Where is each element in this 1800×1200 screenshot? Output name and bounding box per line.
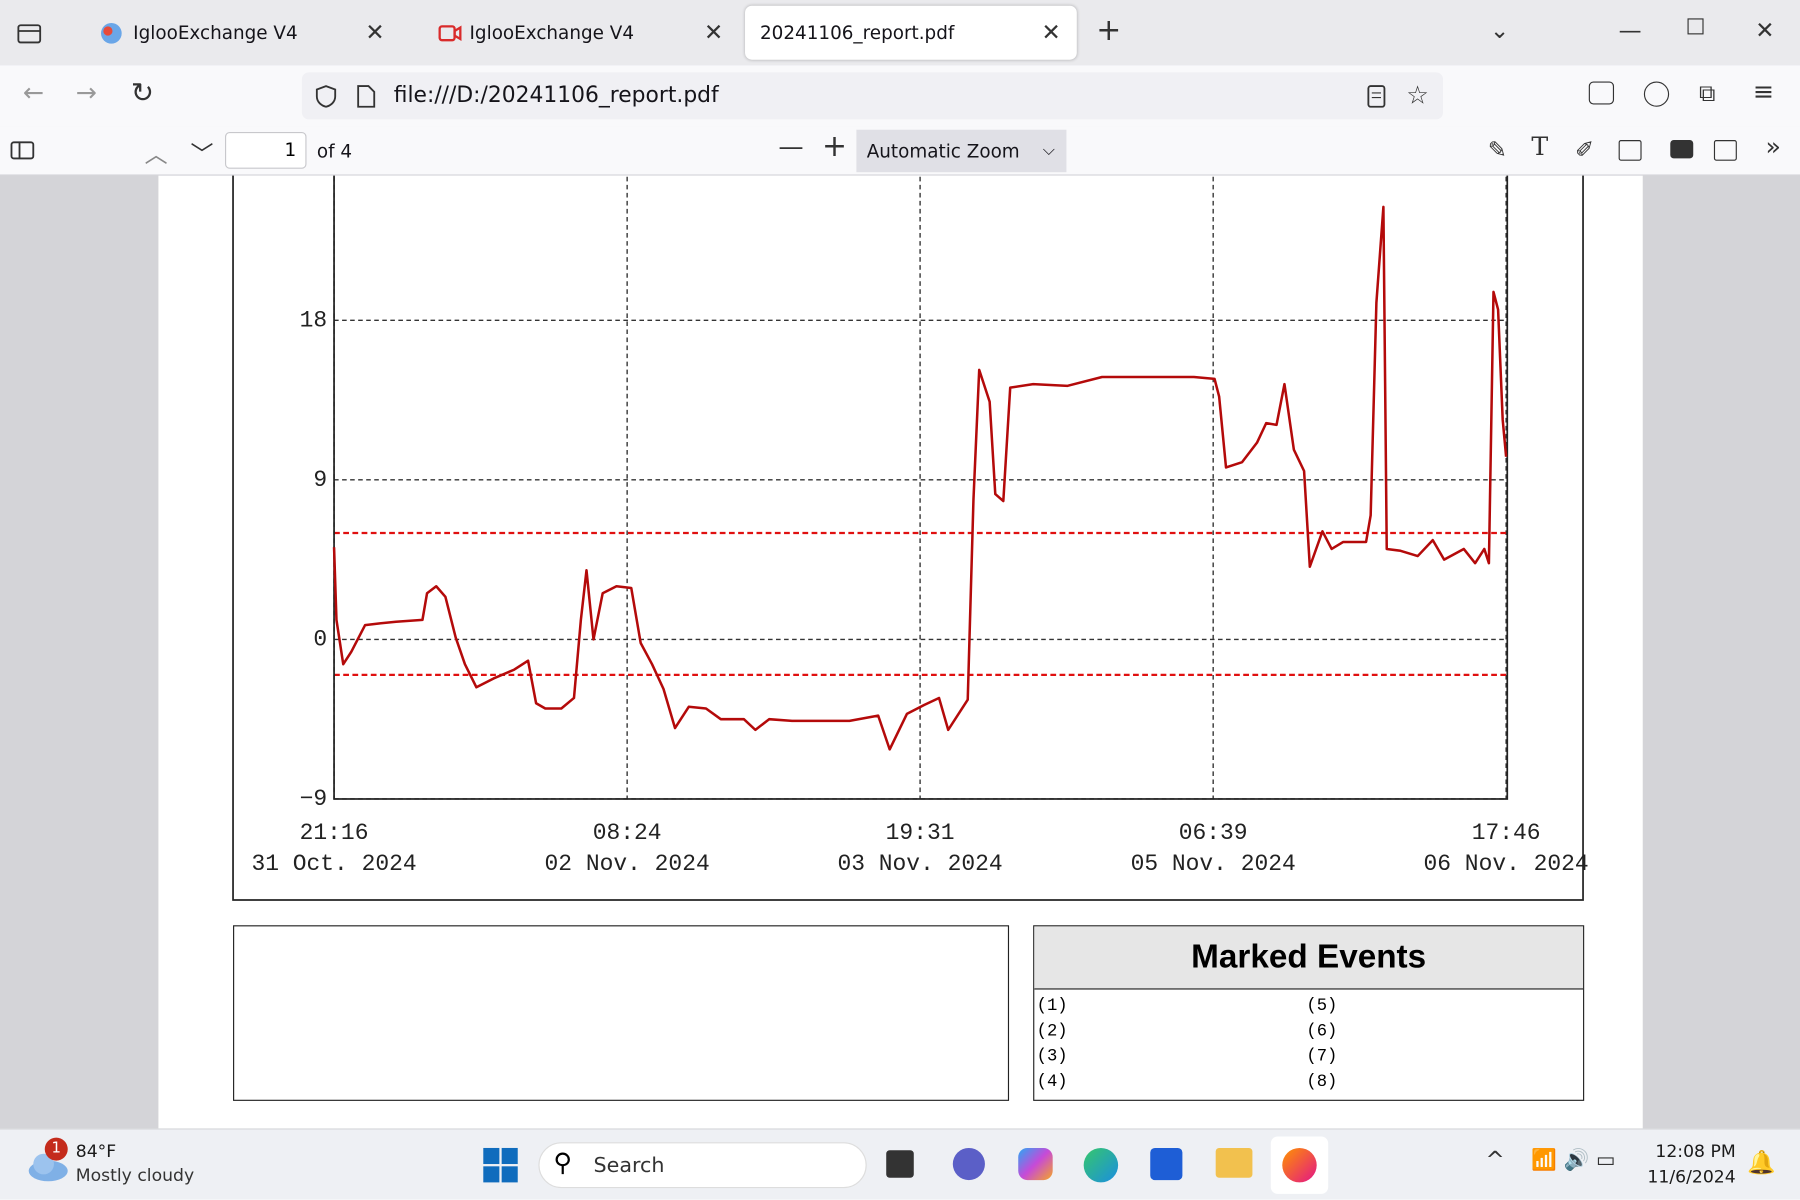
minimize[interactable]: —	[1618, 16, 1642, 44]
tab-close[interactable]: ✕	[365, 18, 385, 46]
account[interactable]	[1643, 81, 1670, 107]
bookmark-star[interactable]: ☆	[1406, 81, 1429, 111]
event-item: (8)	[1306, 1072, 1338, 1092]
highlight-tool[interactable]: ✎	[1487, 135, 1508, 164]
x-tick-date: 03 Nov. 2024	[837, 851, 1002, 877]
file-explorer[interactable]	[1215, 1147, 1253, 1178]
sidebar-toggle[interactable]	[9, 139, 37, 162]
plot-frame	[333, 175, 1509, 800]
zoom-in[interactable]: +	[821, 129, 847, 165]
shield-icon	[315, 85, 337, 108]
tab-title: 20241106_report.pdf	[759, 21, 955, 44]
x-tick-time: 06:39	[1179, 820, 1248, 846]
reload[interactable]: ↻	[130, 76, 154, 110]
file-icon	[357, 85, 376, 108]
back[interactable]: ←	[22, 79, 45, 108]
y-tick-label: 0	[313, 626, 327, 652]
x-tick-time: 21:16	[300, 820, 369, 846]
url-text: file:///D:/20241106_report.pdf	[393, 82, 719, 108]
event-item: (7)	[1306, 1046, 1338, 1067]
tab-icon	[101, 22, 122, 44]
y-tick-label: 18	[300, 307, 328, 333]
next-page[interactable]: ﹀	[190, 140, 214, 168]
y-tick-label: 9	[313, 467, 327, 493]
teams[interactable]	[952, 1147, 985, 1181]
extensions[interactable]: ⧉	[1698, 79, 1716, 107]
firefox-active[interactable]	[1270, 1136, 1329, 1194]
event-item: (2)	[1036, 1021, 1068, 1042]
tab-title: IglooExchange V4	[469, 21, 635, 44]
notes-box	[233, 925, 1010, 1101]
event-item: (5)	[1306, 996, 1338, 1016]
edge[interactable]	[1083, 1147, 1119, 1183]
temperature: 84°F	[75, 1141, 117, 1162]
x-tick-time: 17:46	[1472, 820, 1541, 846]
taskbar: 1 84°F Mostly cloudy ⚲ Search ^ 📶 🔊 ▭ 12…	[0, 1128, 1800, 1200]
start-button[interactable]	[482, 1147, 519, 1184]
x-tick-date: 05 Nov. 2024	[1131, 851, 1296, 877]
tray-overflow[interactable]: ^	[1485, 1145, 1505, 1174]
clock-date: 11/6/2024	[1647, 1166, 1736, 1187]
save[interactable]	[1713, 140, 1737, 161]
chart-frame	[232, 175, 1584, 901]
new-tab[interactable]: +	[1096, 13, 1122, 49]
page-count: of 4	[316, 140, 353, 162]
pdf-toolbar: ︿ ﹀ 1 of 4 — + Automatic Zoom ⌵ ✎ T ✐ »	[0, 126, 1800, 176]
zoom-select[interactable]: Automatic Zoom ⌵	[856, 129, 1067, 173]
draw-tool[interactable]: ✐	[1574, 135, 1595, 164]
notifications[interactable]: 🔔	[1747, 1147, 1776, 1176]
event-item: (4)	[1036, 1072, 1068, 1092]
restore[interactable]	[1687, 18, 1704, 35]
y-tick-label: −9	[300, 786, 328, 812]
tab[interactable]: IglooExchange V4 ✕	[69, 6, 401, 60]
x-tick-date: 02 Nov. 2024	[545, 851, 710, 877]
x-tick-date: 31 Oct. 2024	[251, 851, 416, 877]
data-line	[332, 205, 1508, 751]
zoom-label: Automatic Zoom	[866, 140, 1020, 162]
url-bar[interactable]: file:///D:/20241106_report.pdf ☆	[301, 72, 1443, 120]
weather-icon[interactable]	[25, 1143, 71, 1184]
weather-text: Mostly cloudy	[75, 1165, 195, 1186]
chart: −9 0 9 18 21:16 31 Oct. 2024 08:24 02 Nov. 2024…	[232, 175, 1589, 901]
forward[interactable]: →	[75, 79, 97, 108]
marked-events-title: Marked Events	[1034, 926, 1584, 990]
reader-icon[interactable]	[1365, 84, 1388, 109]
image-tool[interactable]	[1618, 140, 1642, 161]
search-icon: ⚲	[553, 1149, 572, 1178]
copilot[interactable]	[1018, 1147, 1053, 1181]
event-item: (3)	[1036, 1046, 1068, 1067]
close-window[interactable]: ✕	[1755, 16, 1775, 44]
tab-bar: IglooExchange V4 ✕ IglooExchange V4 ✕ 2024…	[0, 0, 1800, 66]
tab-close[interactable]: ✕	[1041, 18, 1061, 46]
search-box[interactable]: ⚲ Search	[538, 1142, 867, 1189]
store[interactable]	[1150, 1147, 1183, 1181]
event-item: (1)	[1036, 996, 1068, 1016]
text-tool[interactable]: T	[1531, 133, 1549, 162]
weather-badge: 1	[44, 1137, 68, 1161]
clock-time: 12:08 PM	[1655, 1141, 1736, 1162]
x-tick-date: 06 Nov. 2024	[1424, 851, 1589, 877]
tab-title: IglooExchange V4	[133, 21, 298, 44]
x-tick-time: 19:31	[886, 820, 955, 846]
tab-active[interactable]: 20241106_report.pdf ✕	[745, 5, 1077, 60]
task-view[interactable]	[886, 1150, 914, 1178]
x-tick-time: 08:24	[593, 820, 662, 846]
tab-close[interactable]: ✕	[703, 18, 724, 46]
search-text: Search	[593, 1153, 665, 1178]
tab-icon	[438, 24, 462, 41]
tray-icons[interactable]: 📶 🔊 ▭	[1531, 1147, 1616, 1173]
event-item: (6)	[1306, 1021, 1338, 1042]
print[interactable]	[1670, 140, 1694, 159]
tab-list-icon[interactable]	[16, 20, 44, 48]
more-tools[interactable]: »	[1765, 133, 1782, 162]
tab[interactable]: IglooExchange V4 ✕	[408, 6, 740, 60]
tab-overflow[interactable]: ⌄	[1490, 16, 1510, 44]
marked-events: Marked Events (1) (2) (3) (4) (5) (6) (7) (8)	[1033, 925, 1585, 1101]
menu[interactable]: ≡	[1752, 78, 1775, 107]
prev-page[interactable]: ︿	[144, 140, 168, 168]
page-input[interactable]: 1	[224, 132, 307, 169]
zoom-out[interactable]: —	[778, 133, 804, 162]
pocket[interactable]	[1588, 81, 1615, 105]
